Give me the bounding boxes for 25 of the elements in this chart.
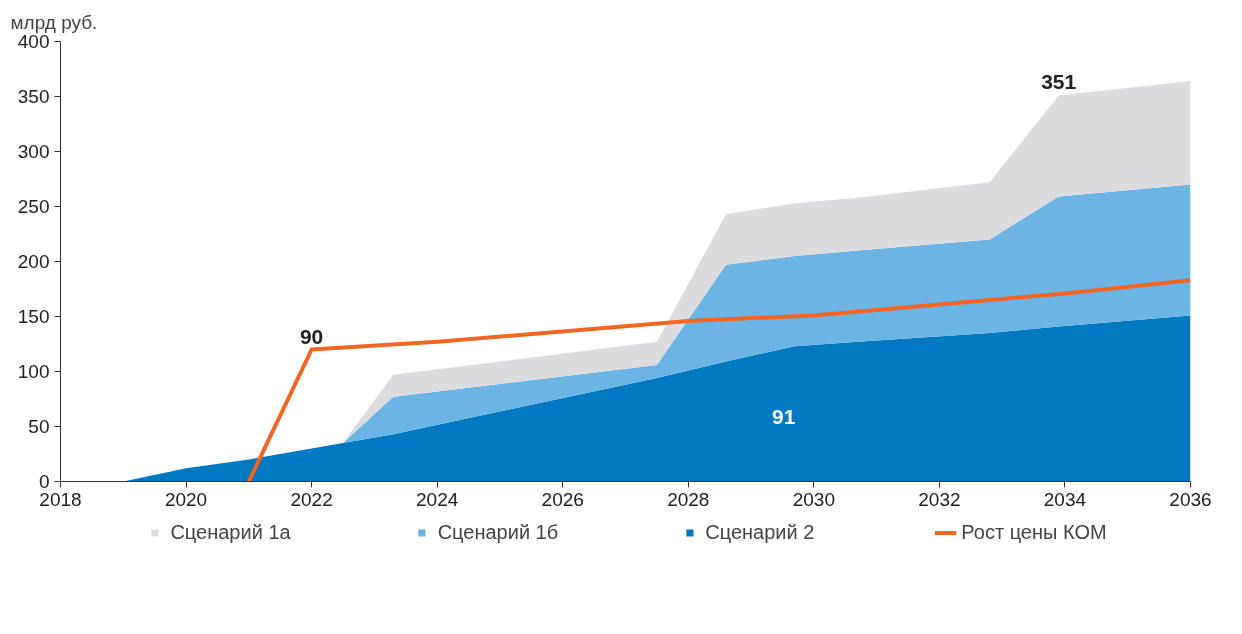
legend-label: Сценарий 1а bbox=[170, 520, 291, 544]
x-tick-label: 2026 bbox=[541, 488, 584, 510]
y-tick-label: 300 bbox=[17, 141, 50, 162]
x-tick-label: 2022 bbox=[290, 488, 333, 510]
annotation: 91 bbox=[772, 405, 796, 429]
x-tick-label: 2020 bbox=[164, 488, 208, 510]
y-tick-label: 100 bbox=[17, 361, 50, 382]
line-series bbox=[246, 278, 1191, 482]
legend-label: Сценарий 2 bbox=[705, 520, 815, 544]
y-tick-label: 200 bbox=[17, 251, 50, 272]
x-tick-label: 2036 bbox=[1169, 488, 1212, 510]
legend-label: Рост цены КОМ bbox=[961, 520, 1107, 544]
annotation: 351 bbox=[1041, 70, 1077, 94]
x-tick-label: 2024 bbox=[416, 488, 459, 510]
y-tick-label: 150 bbox=[17, 306, 50, 327]
y-tick-label: 50 bbox=[28, 416, 50, 437]
y-axis-title: млрд руб. bbox=[10, 11, 98, 33]
x-tick-label: 2028 bbox=[667, 488, 710, 510]
x-tick-label: 2032 bbox=[918, 488, 961, 510]
x-tick-label: 2034 bbox=[1043, 488, 1087, 510]
legend-label: Сценарий 1б bbox=[437, 520, 559, 544]
y-tick-label: 250 bbox=[17, 196, 50, 217]
x-tick-label: 2030 bbox=[792, 488, 835, 510]
y-tick-label: 350 bbox=[17, 86, 50, 107]
annotation: 90 bbox=[299, 324, 324, 348]
